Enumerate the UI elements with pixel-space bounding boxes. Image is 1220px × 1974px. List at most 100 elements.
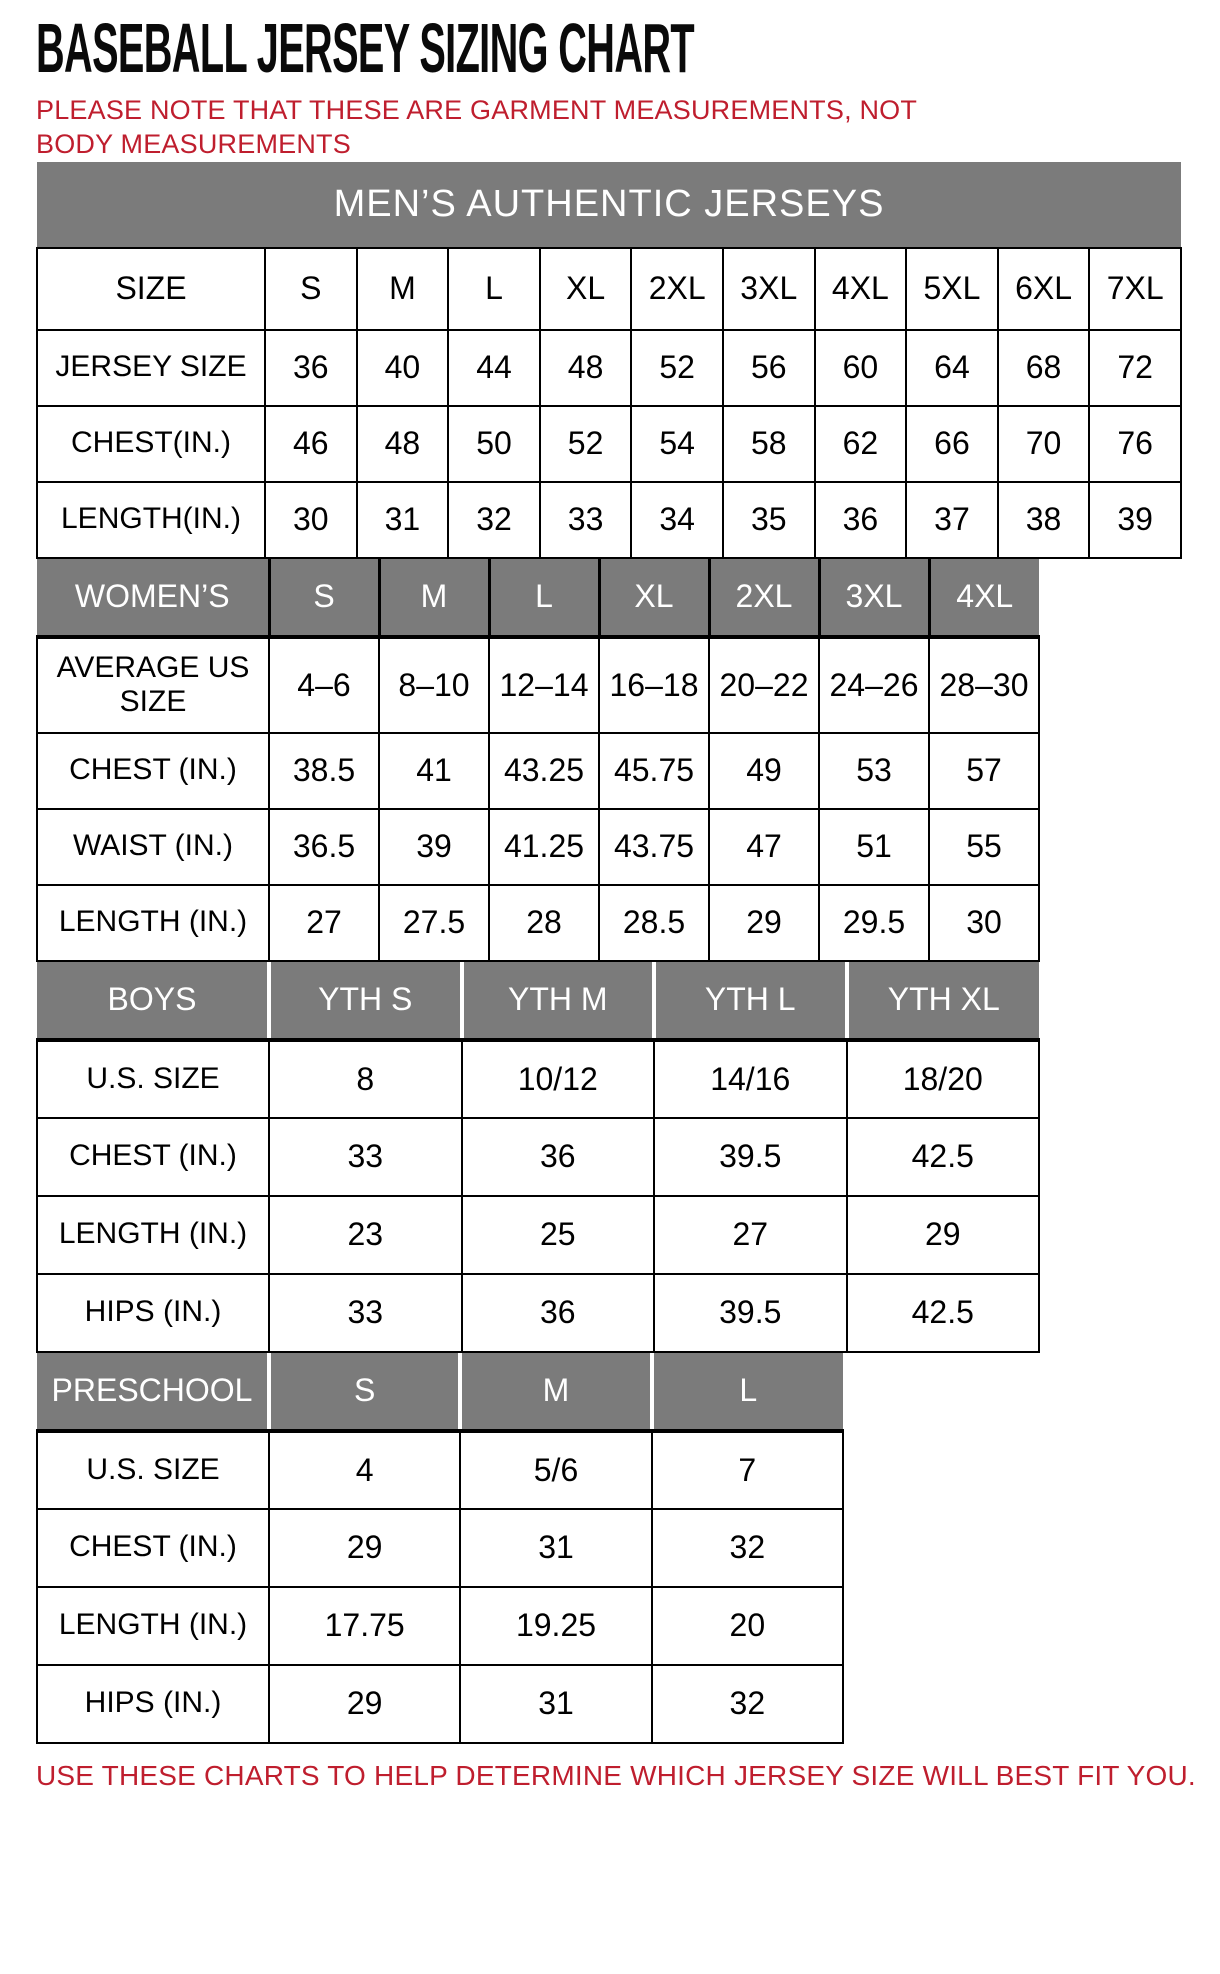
data-cell: 66 (905, 404, 999, 483)
size-header-cell: XL (538, 246, 633, 331)
data-cell: 29 (267, 1507, 462, 1588)
data-cell: 53 (818, 731, 930, 810)
data-cell: 64 (905, 328, 999, 407)
data-cell: 39.5 (653, 1116, 848, 1197)
table-row: LENGTH (IN.) 27 27.5 28 28.5 29 29.5 30 (36, 883, 1040, 962)
size-header-cell: 7XL (1088, 246, 1182, 331)
table-row: CHEST (IN.) 33 36 39.5 42.5 (36, 1116, 1040, 1197)
mens-sizing-table: MEN’S AUTHENTIC JERSEYS SIZE S M L XL 2XL 3XL 4X… (36, 161, 1182, 559)
data-cell: 35 (721, 480, 816, 559)
data-cell: 41.25 (488, 807, 600, 886)
data-cell: 39 (378, 807, 490, 886)
data-cell: 33 (268, 1272, 463, 1353)
size-header-cell: L (447, 246, 541, 331)
data-cell: 76 (1088, 404, 1182, 483)
data-cell: 41 (378, 731, 490, 810)
table-row: WAIST (IN.) 36.5 39 41.25 43.75 47 51 55 (36, 807, 1040, 886)
data-cell: 36 (460, 1116, 655, 1197)
data-cell: 29 (267, 1663, 462, 1744)
data-cell: 47 (708, 807, 820, 886)
data-cell: 8–10 (378, 635, 490, 734)
size-header-cell: 5XL (905, 246, 999, 331)
data-cell: 4 (267, 1429, 462, 1510)
data-cell: 31 (355, 480, 450, 559)
data-cell: 52 (630, 328, 724, 407)
table-row: LENGTH (IN.) 17.75 19.25 20 (36, 1585, 845, 1666)
data-cell: 56 (721, 328, 816, 407)
data-cell: 60 (813, 328, 908, 407)
table-row: U.S. SIZE 8 10/12 14/16 18/20 (36, 1038, 1040, 1119)
data-cell: 36.5 (268, 807, 380, 886)
data-cell: 48 (538, 328, 633, 407)
data-cell: 70 (996, 404, 1091, 483)
table-row: LENGTH (IN.) 23 25 27 29 (36, 1194, 1040, 1275)
data-cell: 48 (355, 404, 450, 483)
data-cell: 51 (818, 807, 930, 886)
data-cell: 46 (264, 404, 358, 483)
data-cell: 25 (460, 1194, 655, 1275)
data-cell: 16–18 (598, 635, 710, 734)
data-cell: 28.5 (598, 883, 710, 962)
data-cell: 50 (447, 404, 541, 483)
data-cell: 68 (996, 328, 1091, 407)
size-header-cell: M (355, 246, 450, 331)
data-cell: 31 (459, 1663, 653, 1744)
size-header-cell: XL (597, 558, 709, 639)
data-cell: 7 (650, 1429, 845, 1510)
data-cell: 28 (488, 883, 600, 962)
table-header-row: BOYS YTH S YTH M YTH L YTH XL (37, 961, 1039, 1042)
row-label: CHEST (IN.) (36, 1116, 270, 1197)
data-cell: 10/12 (460, 1038, 655, 1119)
data-cell: 31 (459, 1507, 653, 1588)
data-cell: 57 (928, 731, 1040, 810)
row-label: LENGTH (IN.) (36, 1194, 270, 1275)
row-label: LENGTH(IN.) (36, 480, 266, 559)
data-cell: 4–6 (268, 635, 380, 734)
data-cell: 29 (845, 1194, 1040, 1275)
data-cell: 62 (813, 404, 908, 483)
data-cell: 32 (650, 1663, 845, 1744)
size-header-cell: L (649, 1352, 843, 1433)
data-cell: 43.75 (598, 807, 710, 886)
preschool-sizing-table: PRESCHOOL S M L U.S. SIZE 4 5/6 7 CHEST (IN.) 29 3… (36, 1352, 845, 1744)
boys-sizing-table: BOYS YTH S YTH M YTH L YTH XL U.S. SIZE 8 10/12… (36, 961, 1040, 1353)
table-row: CHEST (IN.) 29 31 32 (36, 1507, 845, 1588)
size-header-cell: YTH XL (844, 961, 1039, 1042)
table-header-label: PRESCHOOL (37, 1352, 269, 1433)
row-label: LENGTH (IN.) (36, 883, 270, 962)
row-label: AVERAGE US SIZE (36, 635, 270, 734)
data-cell: 27.5 (378, 883, 490, 962)
table-row: U.S. SIZE 4 5/6 7 (36, 1429, 845, 1510)
table-header-row: PRESCHOOL S M L (37, 1352, 843, 1433)
size-header-cell: YTH M (459, 961, 654, 1042)
size-header-cell: 2XL (707, 558, 819, 639)
data-cell: 30 (264, 480, 358, 559)
row-label: JERSEY SIZE (36, 328, 266, 407)
table-header-label: SIZE (36, 246, 266, 331)
data-cell: 36 (813, 480, 908, 559)
data-cell: 23 (268, 1194, 463, 1275)
data-cell: 39 (1088, 480, 1182, 559)
data-cell: 72 (1088, 328, 1182, 407)
data-cell: 58 (721, 404, 816, 483)
data-cell: 38.5 (268, 731, 380, 810)
data-cell: 27 (268, 883, 380, 962)
data-cell: 52 (538, 404, 633, 483)
size-header-cell: YTH S (267, 961, 462, 1042)
data-cell: 29 (708, 883, 820, 962)
data-cell: 29.5 (818, 883, 930, 962)
data-cell: 32 (650, 1507, 845, 1588)
data-cell: 33 (538, 480, 633, 559)
table-header-label: BOYS (37, 961, 269, 1042)
data-cell: 20 (650, 1585, 845, 1666)
data-cell: 8 (268, 1038, 463, 1119)
size-header-cell: 3XL (817, 558, 929, 639)
table-row: HIPS (IN.) 29 31 32 (36, 1663, 845, 1744)
size-header-cell: 4XL (813, 246, 908, 331)
row-label: CHEST (IN.) (36, 1507, 270, 1588)
data-cell: 42.5 (845, 1116, 1040, 1197)
data-cell: 55 (928, 807, 1040, 886)
data-cell: 20–22 (708, 635, 820, 734)
size-header-cell: M (377, 558, 489, 639)
table-row: CHEST (IN.) 38.5 41 43.25 45.75 49 53 57 (36, 731, 1040, 810)
